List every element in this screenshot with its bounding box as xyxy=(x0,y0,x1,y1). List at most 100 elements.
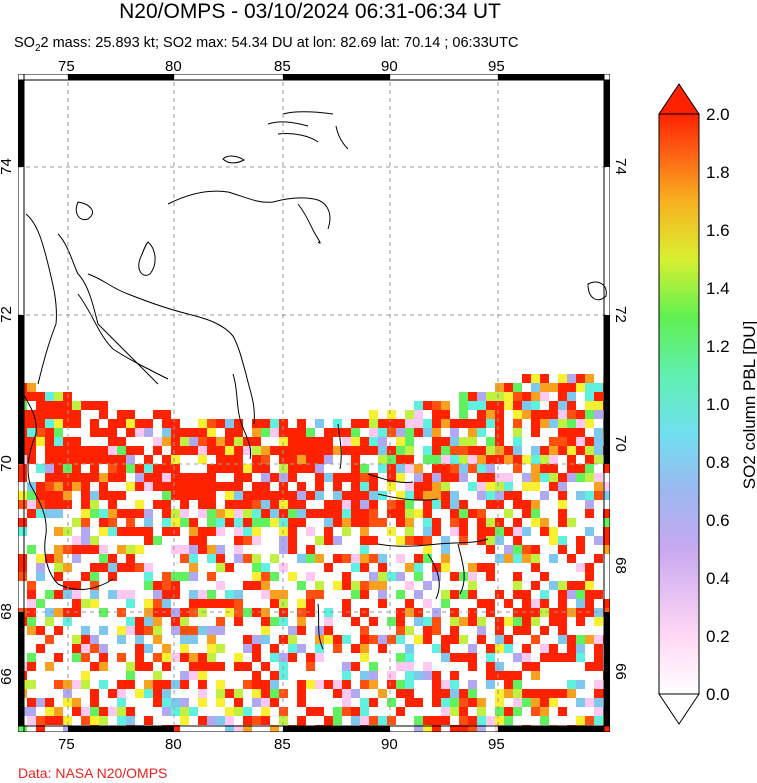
so2-pixel xyxy=(324,455,333,464)
so2-pixel xyxy=(531,464,540,473)
so2-pixel xyxy=(378,518,387,527)
so2-pixel xyxy=(351,662,360,671)
so2-pixel xyxy=(117,689,126,698)
so2-pixel xyxy=(81,545,90,554)
so2-pixel xyxy=(468,446,477,455)
so2-pixel xyxy=(45,437,54,446)
so2-pixel xyxy=(459,437,468,446)
so2-pixel xyxy=(234,464,243,473)
so2-pixel xyxy=(144,563,153,572)
so2-pixel xyxy=(90,545,99,554)
so2-pixel xyxy=(36,482,45,491)
so2-pixel xyxy=(333,536,342,545)
so2-pixel xyxy=(189,563,198,572)
so2-pixel xyxy=(216,563,225,572)
so2-pixel xyxy=(270,689,279,698)
so2-pixel xyxy=(450,590,459,599)
so2-pixel xyxy=(216,617,225,626)
so2-pixel xyxy=(315,437,324,446)
so2-pixel xyxy=(513,401,522,410)
so2-pixel xyxy=(369,635,378,644)
so2-pixel xyxy=(288,527,297,536)
so2-pixel xyxy=(351,554,360,563)
so2-pixel xyxy=(315,653,324,662)
so2-pixel xyxy=(396,428,405,437)
so2-pixel xyxy=(441,599,450,608)
so2-pixel xyxy=(288,518,297,527)
so2-pixel xyxy=(405,527,414,536)
so2-pixel xyxy=(495,662,504,671)
so2-pixel xyxy=(180,482,189,491)
so2-pixel xyxy=(405,689,414,698)
so2-pixel xyxy=(297,716,306,725)
so2-pixel xyxy=(225,590,234,599)
so2-pixel xyxy=(333,500,342,509)
so2-pixel xyxy=(486,455,495,464)
so2-pixel xyxy=(477,419,486,428)
so2-pixel xyxy=(387,410,396,419)
so2-pixel xyxy=(72,680,81,689)
so2-pixel xyxy=(333,635,342,644)
colorbar-tick-label: 0.0 xyxy=(706,685,730,704)
so2-pixel xyxy=(126,410,135,419)
so2-pixel xyxy=(27,491,36,500)
so2-pixel xyxy=(198,482,207,491)
so2-pixel xyxy=(315,707,324,716)
so2-pixel xyxy=(63,491,72,500)
so2-pixel xyxy=(432,446,441,455)
so2-pixel xyxy=(558,482,567,491)
so2-pixel xyxy=(477,563,486,572)
so2-pixel xyxy=(72,446,81,455)
so2-pixel xyxy=(324,635,333,644)
so2-pixel xyxy=(306,662,315,671)
so2-pixel xyxy=(216,680,225,689)
so2-pixel xyxy=(549,581,558,590)
so2-pixel xyxy=(117,419,126,428)
so2-pixel xyxy=(216,662,225,671)
so2-pixel xyxy=(405,626,414,635)
so2-pixel xyxy=(189,635,198,644)
so2-pixel xyxy=(576,383,585,392)
so2-pixel xyxy=(198,419,207,428)
so2-pixel xyxy=(360,644,369,653)
map-frame xyxy=(18,74,610,732)
so2-pixel xyxy=(117,635,126,644)
so2-pixel xyxy=(225,482,234,491)
so2-pixel xyxy=(99,509,108,518)
so2-pixel xyxy=(459,518,468,527)
so2-pixel xyxy=(279,716,288,725)
so2-pixel xyxy=(432,716,441,725)
so2-pixel xyxy=(459,464,468,473)
so2-pixel xyxy=(207,464,216,473)
so2-pixel xyxy=(342,635,351,644)
so2-pixel xyxy=(135,689,144,698)
so2-pixel xyxy=(45,617,54,626)
so2-pixel xyxy=(180,509,189,518)
so2-pixel xyxy=(126,716,135,725)
so2-pixel xyxy=(387,635,396,644)
so2-pixel xyxy=(297,482,306,491)
so2-pixel xyxy=(342,428,351,437)
so2-pixel xyxy=(558,689,567,698)
so2-pixel xyxy=(153,536,162,545)
so2-pixel xyxy=(36,599,45,608)
so2-pixel xyxy=(486,491,495,500)
so2-pixel xyxy=(513,671,522,680)
so2-pixel xyxy=(324,617,333,626)
so2-pixel xyxy=(144,689,153,698)
so2-pixel xyxy=(252,536,261,545)
so2-pixel xyxy=(522,500,531,509)
so2-pixel xyxy=(495,482,504,491)
so2-pixel xyxy=(531,455,540,464)
so2-pixel xyxy=(387,473,396,482)
so2-pixel xyxy=(540,383,549,392)
so2-pixel xyxy=(342,662,351,671)
so2-pixel xyxy=(414,509,423,518)
so2-pixel xyxy=(36,419,45,428)
so2-pixel xyxy=(558,419,567,428)
so2-pixel xyxy=(252,716,261,725)
so2-pixel xyxy=(531,563,540,572)
so2-pixel xyxy=(495,437,504,446)
so2-pixel xyxy=(378,644,387,653)
so2-pixel xyxy=(333,716,342,725)
